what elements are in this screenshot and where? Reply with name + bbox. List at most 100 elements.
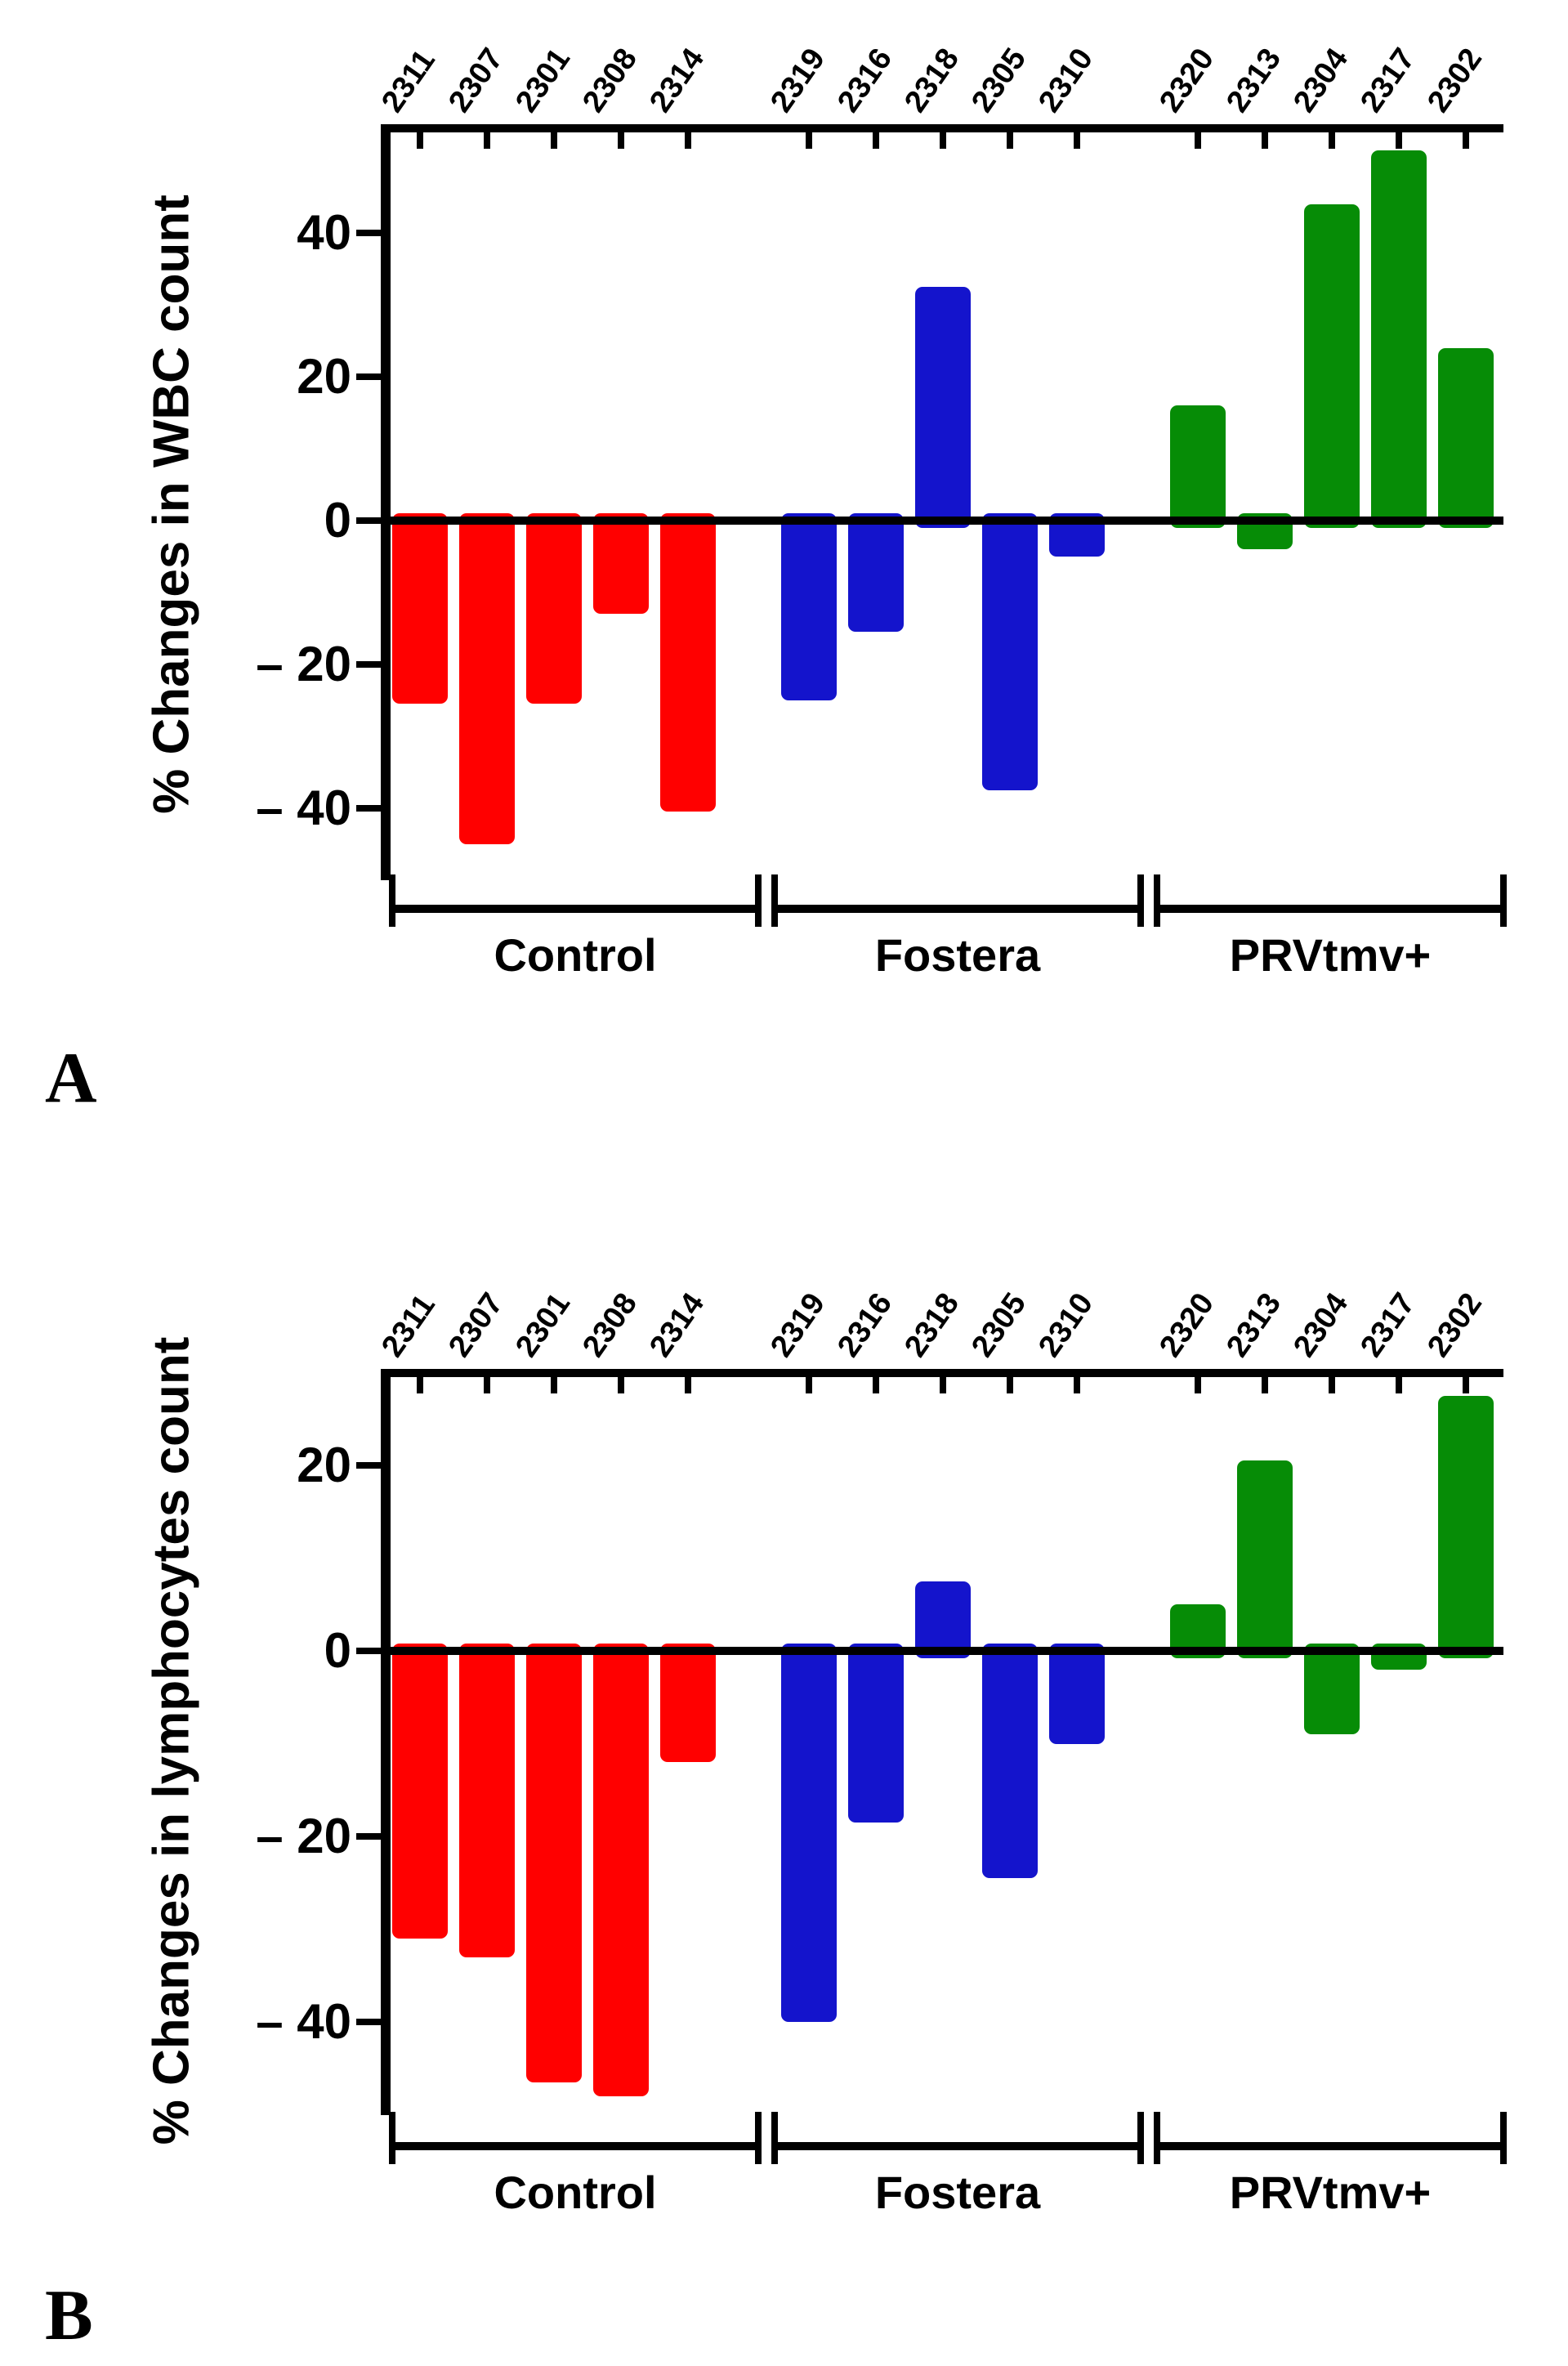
top-axis-tick (484, 1377, 490, 1393)
bar-2305 (982, 1644, 1038, 1879)
bar-2308 (593, 513, 649, 615)
animal-id-text: 2302 (1421, 42, 1490, 119)
top-axis-tick (551, 1377, 557, 1393)
bar-2301 (526, 513, 582, 704)
y-tick-label: – 20 (256, 637, 351, 691)
bar-2316 (848, 1644, 904, 1823)
animal-id-text: 2308 (576, 42, 645, 119)
group-label-fostera: Fostera (874, 2167, 1041, 2218)
top-axis-tick (551, 132, 557, 149)
group-bracket-tick (389, 2112, 395, 2164)
bar-2318 (915, 287, 971, 528)
group-label-prvtmv: PRVtmv+ (1229, 2167, 1432, 2218)
bar-2304 (1304, 1644, 1360, 1735)
group-bracket-line (392, 905, 758, 913)
bar-2305 (982, 513, 1038, 790)
top-axis-tick (873, 132, 879, 149)
group-bracket-tick (771, 874, 778, 927)
animal-id-text: 2313 (1220, 1286, 1289, 1364)
y-tick-label: 0 (324, 493, 351, 548)
group-bracket-line (1157, 905, 1503, 913)
group-bracket-tick (1500, 874, 1507, 927)
group-bracket-line (775, 2142, 1141, 2150)
bar-2316 (848, 513, 904, 633)
top-axis-tick (1262, 132, 1268, 149)
top-axis-tick (417, 1377, 423, 1393)
bar-2320 (1170, 405, 1226, 528)
top-axis-tick (1007, 132, 1013, 149)
bar-2307 (459, 513, 515, 844)
y-axis-tick (356, 1648, 381, 1654)
panel-letter-a: A (45, 1039, 97, 1118)
bar-2311 (392, 513, 448, 704)
y-tick-label: 40 (297, 205, 351, 260)
animal-id-text: 2313 (1220, 42, 1289, 119)
top-axis-tick (484, 132, 490, 149)
bar-2302 (1438, 1395, 1494, 1658)
bar-2308 (593, 1644, 649, 2096)
zero-line (381, 517, 1503, 525)
animal-id-text: 2307 (442, 1286, 511, 1364)
top-axis-tick (1195, 1377, 1201, 1393)
bar-2319 (781, 1644, 837, 2022)
panel-letter-b: B (45, 2276, 93, 2355)
top-axis-tick (1074, 132, 1080, 149)
bar-2318 (915, 1581, 971, 1658)
top-axis-tick (618, 1377, 624, 1393)
bar-2310 (1049, 1644, 1105, 1744)
y-axis-tick (356, 230, 381, 236)
top-axis-tick (1195, 132, 1201, 149)
animal-id-text: 2308 (576, 1286, 645, 1364)
animal-id-text: 2301 (509, 1286, 578, 1364)
group-bracket-tick (1500, 2112, 1507, 2164)
top-axis-line (381, 1369, 1503, 1377)
top-axis-tick (1007, 1377, 1013, 1393)
bar-2313 (1237, 1460, 1293, 1658)
bar-2301 (526, 1644, 582, 2082)
animal-id-text: 2310 (1032, 42, 1101, 119)
group-bracket-tick (755, 2112, 762, 2164)
group-bracket-tick (1154, 874, 1160, 927)
top-axis-line (381, 124, 1503, 132)
top-axis-tick (417, 132, 423, 149)
bar-2314 (660, 1644, 716, 1763)
y-axis-tick (356, 1462, 381, 1469)
bar-2317 (1371, 150, 1427, 528)
top-axis-tick (940, 132, 946, 149)
bar-2319 (781, 513, 837, 700)
animal-id-text: 2316 (831, 42, 900, 119)
group-bracket-tick (1137, 2112, 1144, 2164)
top-axis-tick (1463, 132, 1469, 149)
top-axis-tick (873, 1377, 879, 1393)
group-bracket-line (392, 2142, 758, 2150)
group-bracket-line (1157, 2142, 1503, 2150)
animal-id-text: 2314 (643, 42, 712, 119)
group-bracket-tick (755, 874, 762, 927)
y-axis-tick (356, 805, 381, 812)
top-axis-tick (618, 132, 624, 149)
top-axis-tick (685, 132, 691, 149)
top-axis-tick (1074, 1377, 1080, 1393)
animal-id-text: 2302 (1421, 1286, 1490, 1364)
top-axis-tick (685, 1377, 691, 1393)
bar-2302 (1438, 347, 1494, 528)
group-label-control: Control (494, 929, 657, 981)
group-bracket-tick (1137, 874, 1144, 927)
group-bracket-line (775, 905, 1141, 913)
top-axis-tick (1329, 1377, 1335, 1393)
top-axis-tick (1262, 1377, 1268, 1393)
top-axis-tick (1396, 1377, 1402, 1393)
bar-2314 (660, 513, 716, 812)
y-axis-tick (356, 2019, 381, 2025)
animal-id-text: 2305 (965, 1286, 1034, 1364)
group-bracket-tick (771, 2112, 778, 2164)
group-label-control: Control (494, 2167, 657, 2218)
y-tick-label: – 40 (256, 1994, 351, 2049)
animal-id-text: 2319 (764, 42, 833, 119)
top-axis-tick (806, 1377, 812, 1393)
animal-id-text: 2316 (831, 1286, 900, 1364)
top-axis-tick (1396, 132, 1402, 149)
top-axis-tick (806, 132, 812, 149)
animal-id-text: 2311 (375, 1288, 442, 1364)
